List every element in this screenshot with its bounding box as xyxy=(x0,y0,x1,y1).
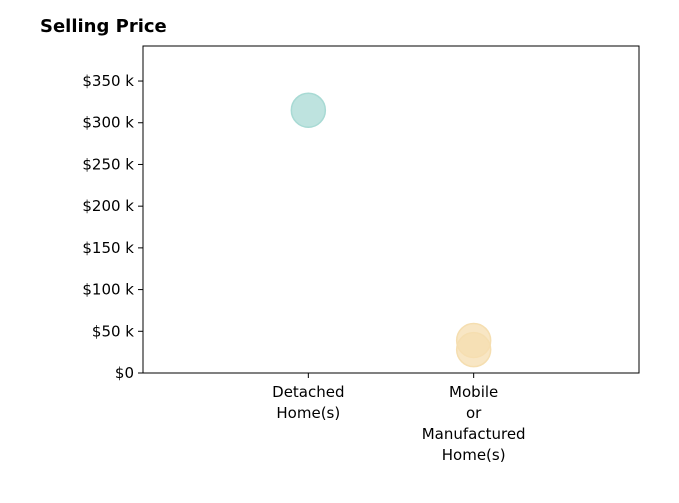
x-tick-label: Mobile or Manufactured Home(s) xyxy=(422,383,526,464)
data-point xyxy=(455,331,492,368)
y-tick-label: $50 k xyxy=(92,322,134,340)
y-tick-label: $0 xyxy=(115,364,134,382)
y-tick-label: $300 k xyxy=(82,114,134,132)
x-tick-label: Detached Home(s) xyxy=(272,383,344,422)
plot-area: $0 $50 k $100 k $150 k $200 k $250 k $300 k $35… xyxy=(82,45,640,464)
y-tick-label: $150 k xyxy=(82,239,134,257)
y-tick-label: $100 k xyxy=(82,281,134,299)
plot-frame xyxy=(142,45,640,374)
chart-title: Selling Price xyxy=(40,16,167,37)
y-tick-label: $200 k xyxy=(82,197,134,215)
y-tick-label: $350 k xyxy=(82,72,134,90)
data-point xyxy=(290,92,327,128)
y-tick-label: $250 k xyxy=(82,155,134,173)
